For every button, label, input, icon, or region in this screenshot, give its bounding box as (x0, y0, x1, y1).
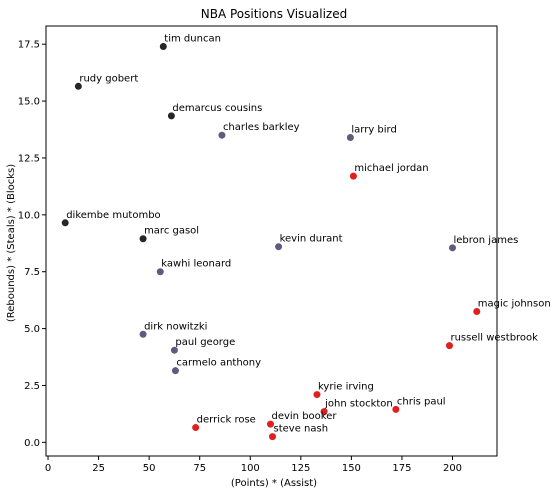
data-point (156, 268, 164, 276)
point-label: rudy gobert (79, 73, 138, 84)
point-label: devin booker (271, 411, 337, 422)
x-tick-label: 25 (92, 463, 105, 474)
point-label: dikembe mutombo (66, 210, 160, 221)
point-label: larry bird (351, 124, 396, 135)
plot-frame (45, 25, 498, 457)
x-tick-label: 100 (241, 463, 260, 474)
x-tick-label: 50 (143, 463, 156, 474)
data-point (61, 219, 69, 227)
point-label: paul george (175, 337, 235, 348)
data-point (269, 433, 277, 441)
data-point (139, 330, 147, 338)
x-tick-label: 0 (45, 463, 51, 474)
data-point (171, 367, 179, 375)
point-label: kevin durant (280, 234, 343, 245)
point-label: marc gasol (144, 226, 199, 237)
plot-area: tim duncan rudy gobert demarcus cousins dik… (61, 33, 551, 441)
y-tick-label: 2.5 (24, 381, 40, 392)
data-point (320, 408, 328, 416)
x-axis: 0 25 50 75 100 125 150 175 200 (45, 456, 462, 474)
y-axis: 0.0 2.5 5.0 7.5 10.0 12.5 15.0 17.5 (18, 40, 46, 449)
data-point (275, 243, 283, 251)
data-point (473, 308, 481, 316)
y-tick-label: 5.0 (24, 324, 40, 335)
data-point (192, 424, 200, 432)
y-tick-label: 12.5 (18, 153, 40, 164)
data-point (170, 346, 178, 354)
chart-title: NBA Positions Visualized (201, 7, 347, 21)
point-label: dirk nowitzki (144, 321, 207, 332)
x-axis-label: (Points) * (Assist) (231, 478, 317, 489)
data-point (313, 391, 321, 399)
data-point (266, 420, 274, 428)
data-point (346, 133, 354, 141)
data-point (392, 405, 400, 413)
x-tick-label: 150 (342, 463, 361, 474)
point-label: russell westbrook (450, 333, 538, 344)
y-tick-label: 10.0 (18, 210, 40, 221)
point-label: carmelo anthony (176, 358, 261, 369)
x-tick-label: 200 (443, 463, 462, 474)
point-label: magic johnson (478, 299, 551, 310)
y-tick-label: 17.5 (18, 40, 40, 51)
x-tick-label: 175 (392, 463, 411, 474)
point-label: michael jordan (354, 163, 428, 174)
y-tick-label: 15.0 (18, 97, 40, 108)
data-point (445, 342, 453, 350)
data-point (449, 244, 457, 252)
data-point (139, 235, 147, 243)
y-axis-label: (Rebounds) * (Steals) * (Blocks) (6, 164, 17, 322)
point-label: demarcus cousins (172, 103, 262, 114)
point-label: tim duncan (164, 33, 221, 44)
x-tick-label: 125 (291, 463, 310, 474)
y-tick-label: 7.5 (24, 267, 40, 278)
point-label: charles barkley (223, 122, 300, 133)
point-label: john stockton (324, 399, 393, 410)
point-label: chris paul (397, 396, 446, 407)
data-point (349, 172, 357, 180)
y-tick-label: 0.0 (24, 438, 40, 449)
point-label: kawhi leonard (161, 259, 231, 270)
point-label: derrick rose (197, 415, 256, 426)
point-label: lebron james (454, 235, 519, 246)
data-point (74, 82, 82, 90)
point-label: steve nash (274, 424, 329, 435)
point-label: kyrie irving (318, 382, 374, 393)
data-point (167, 112, 175, 120)
x-tick-label: 75 (193, 463, 206, 474)
data-point (218, 131, 226, 139)
data-point (159, 42, 167, 50)
